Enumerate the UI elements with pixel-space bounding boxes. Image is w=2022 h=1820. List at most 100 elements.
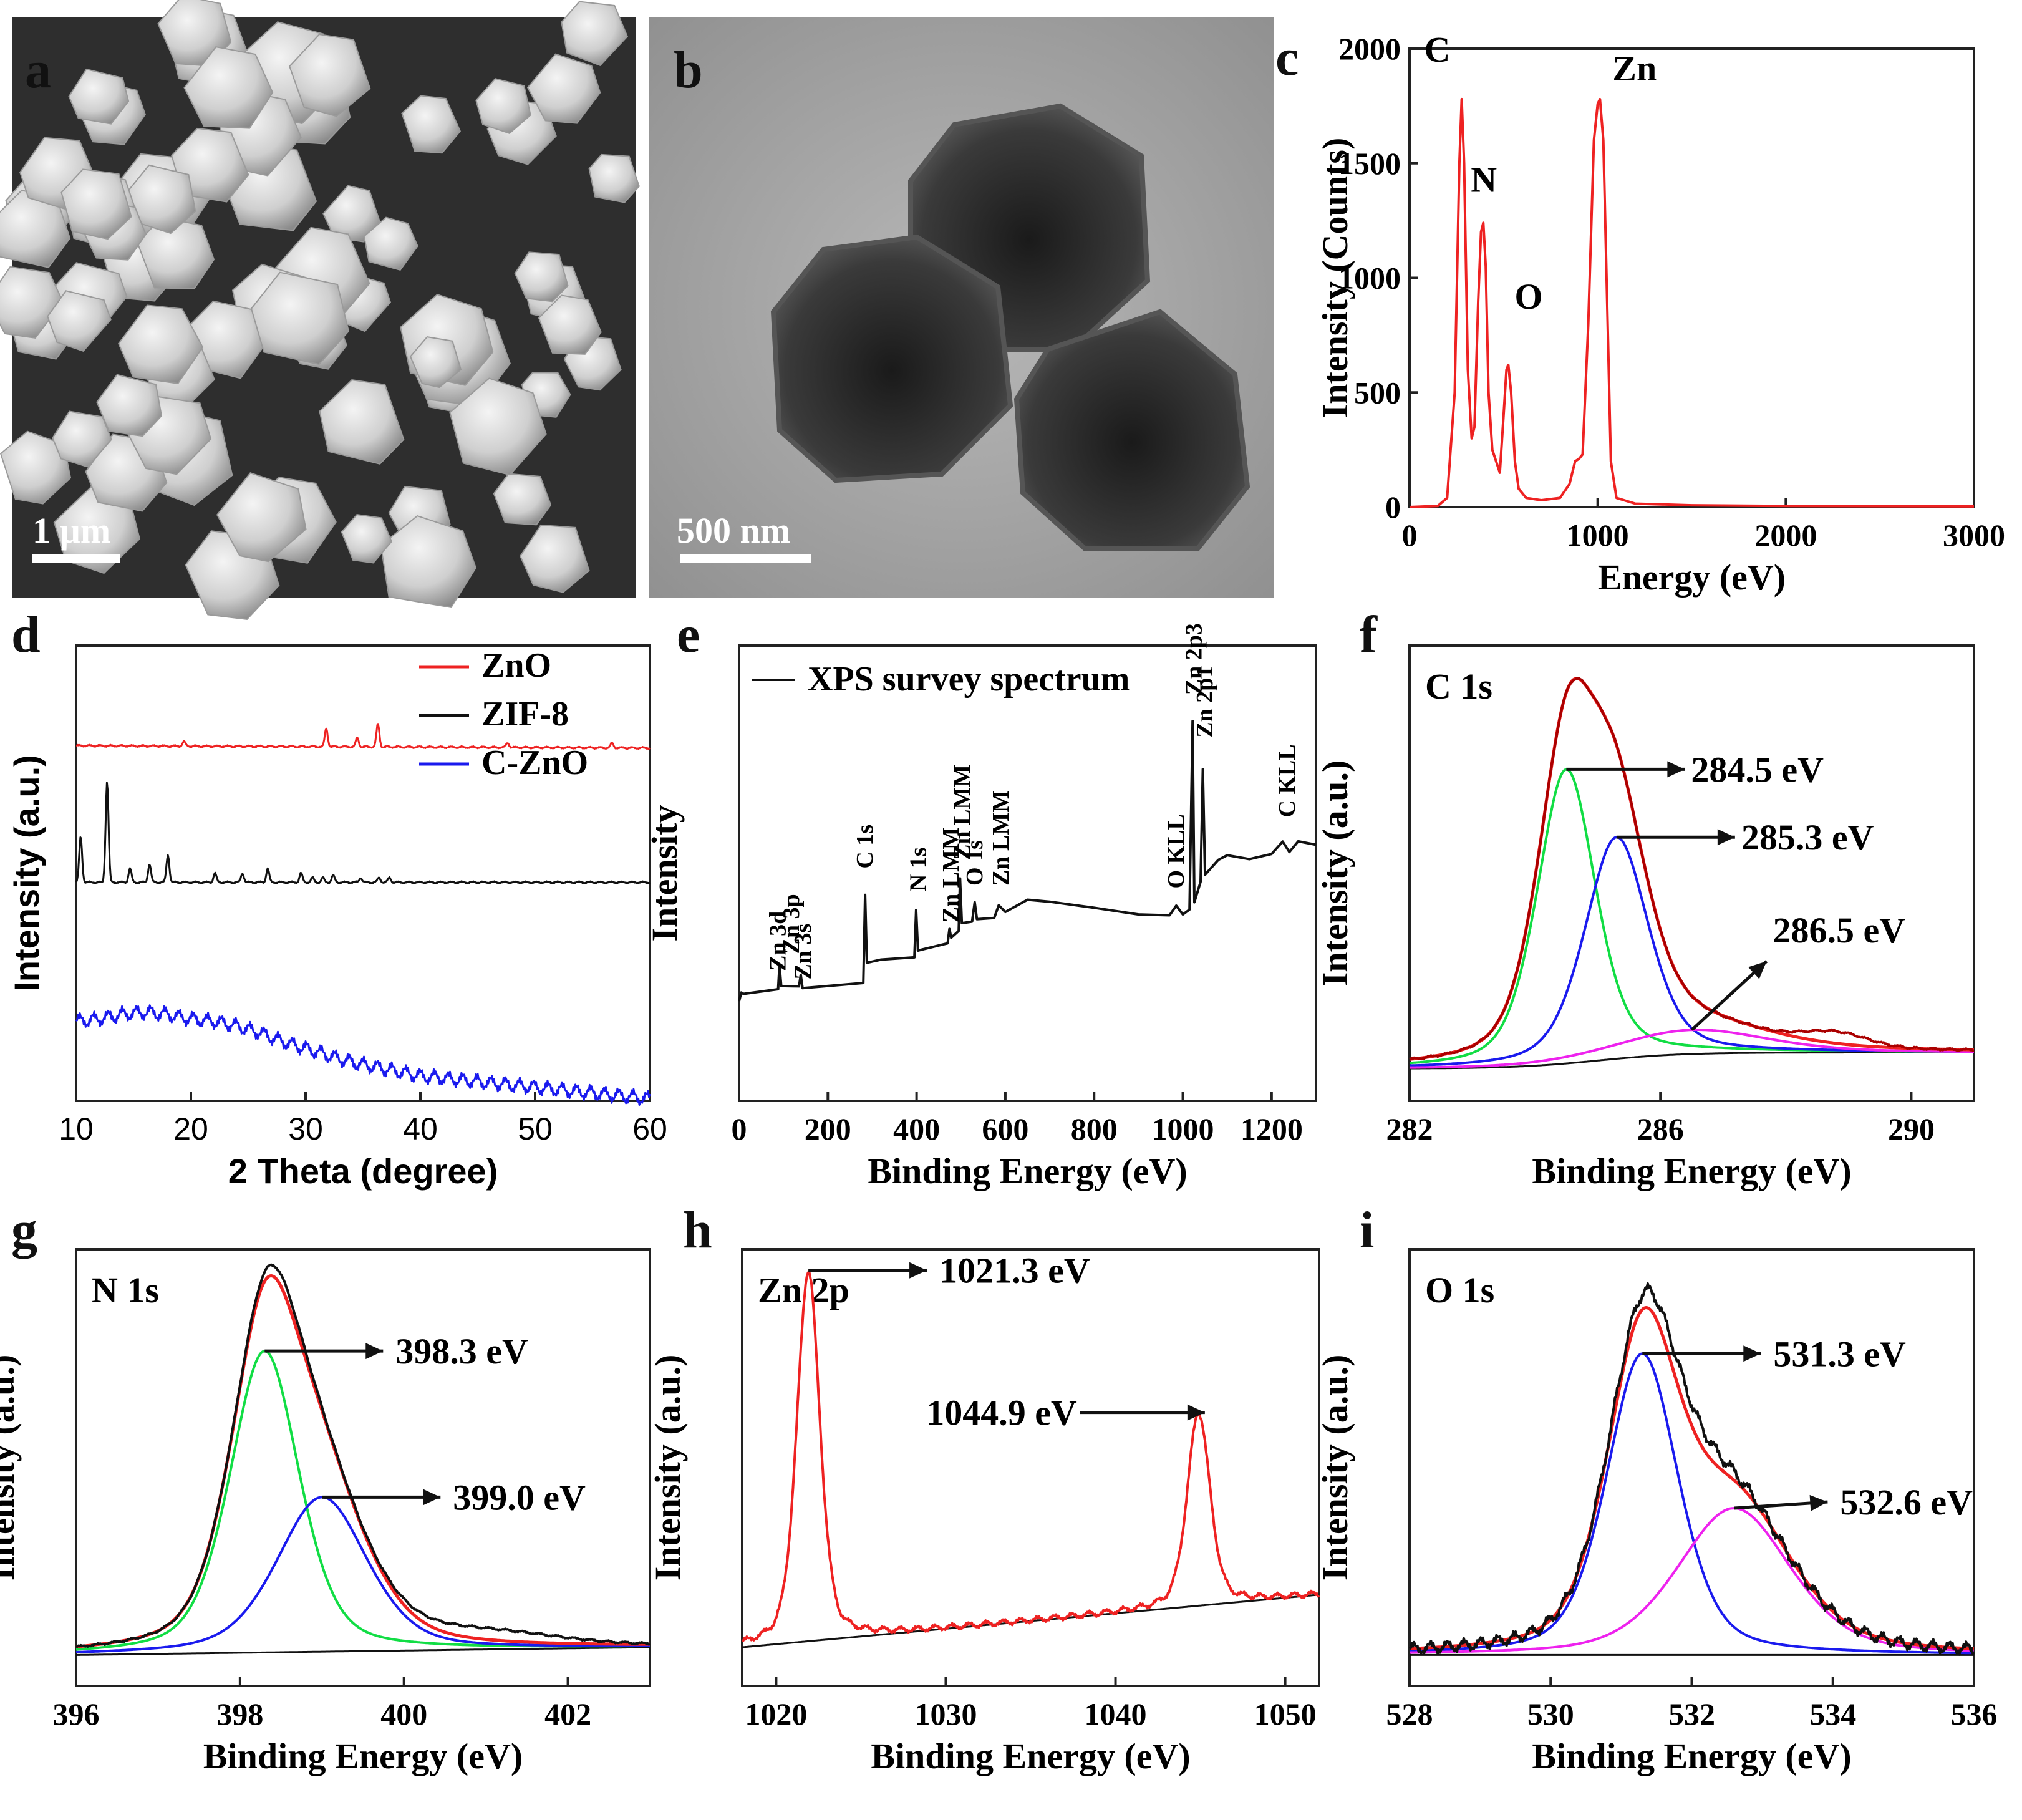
x-tick-label: 0: [1402, 518, 1418, 553]
y-axis-title: Intensity (a.u.): [0, 1355, 22, 1581]
sem-particle: [68, 68, 130, 125]
x-tick-label: 396: [53, 1697, 100, 1731]
scale-bar-b: [680, 554, 811, 563]
raw-spectrum-line: [75, 1263, 651, 1648]
x-tick-label: 2000: [1754, 518, 1817, 553]
plot-frame: [75, 644, 651, 1102]
panel-letter-b: b: [674, 41, 703, 99]
panel-letter-g: g: [11, 1201, 37, 1259]
x-axis-title: Binding Energy (eV): [203, 1736, 523, 1776]
peak-label: Zn LMM: [949, 765, 975, 860]
chart-g: g 396 398 400 402 Binding Energy (eV) Intensit…: [0, 1201, 651, 1776]
peak-label: O 1s: [962, 840, 988, 886]
sem-particle: [118, 304, 204, 384]
y-axis-title: Intensity (a.u.): [1315, 1355, 1355, 1581]
x-axis-title: Binding Energy (eV): [871, 1736, 1190, 1776]
annotation-arrowhead: [909, 1262, 927, 1279]
peak-energy-label: 286.5 eV: [1773, 910, 1906, 951]
eds-spectrum-line: [1409, 97, 1975, 508]
panel-letter-h: h: [683, 1201, 712, 1259]
peak-label: Zn 3p: [778, 894, 805, 954]
annotation-arrowhead: [1743, 1345, 1761, 1362]
panel-letter-f: f: [1360, 606, 1378, 664]
sem-particle: [401, 95, 461, 154]
x-tick-label: 0: [732, 1111, 747, 1146]
x-tick-label: 286: [1637, 1111, 1684, 1146]
xrd-series-ZIF-8: [75, 782, 651, 884]
x-tick-label: 1000: [1152, 1111, 1214, 1146]
peak-label: Zn 2p1: [1192, 666, 1218, 738]
x-tick-label: 20: [173, 1111, 208, 1146]
x-tick-label: 50: [518, 1111, 553, 1146]
peak-energy-label: 284.5 eV: [1691, 749, 1824, 790]
peak-label: Zn: [1612, 48, 1657, 89]
chart-f: f 282 286 290 Binding Energy (eV) Intensity (…: [1315, 606, 1975, 1191]
sem-particle: [588, 153, 640, 203]
raw-spectrum-line: [742, 1270, 1320, 1643]
sem-particle: [538, 294, 602, 355]
sem-particle: [171, 127, 249, 203]
annotation-arrowhead: [423, 1489, 441, 1506]
xrd-series-ZnO: [75, 723, 651, 750]
panel-letter-d: d: [11, 606, 41, 664]
peak-label: N 1s: [905, 847, 931, 891]
x-tick-label: 530: [1527, 1697, 1574, 1731]
peak-label: Zn 3d: [765, 911, 791, 971]
x-tick-label: 290: [1888, 1111, 1935, 1146]
sem-particle: [60, 168, 132, 240]
tem-particle-left: [770, 234, 1013, 483]
peak-energy-label: 531.3 eV: [1773, 1334, 1906, 1374]
panel-b-tem-image: b 500 nm: [649, 17, 1274, 598]
sem-particle: [52, 410, 112, 468]
panel-letter-i: i: [1360, 1201, 1374, 1259]
peak-label: C KLL: [1274, 744, 1300, 817]
fit-envelope-line: [75, 1274, 651, 1648]
x-tick-label: 1050: [1254, 1697, 1317, 1731]
background-line: [1410, 1052, 1974, 1070]
y-axis-title: Intensity (Counts): [1315, 138, 1355, 419]
x-tick-label: 1020: [745, 1697, 807, 1731]
sem-particle: [289, 34, 371, 117]
panel-letter-c: c: [1275, 29, 1299, 87]
sem-particle: [514, 251, 569, 303]
legend-label: ZnO: [481, 646, 551, 685]
chart-d: d 10 20 30 40 50 60 2 Theta (degree) Intensity (…: [7, 606, 667, 1191]
plot-frame: [1408, 1248, 1975, 1687]
x-tick-label: 400: [380, 1697, 427, 1731]
x-tick-label: 200: [805, 1111, 851, 1146]
x-tick-label: 800: [1071, 1111, 1118, 1146]
sem-particle: [47, 290, 112, 352]
panel-title: N 1s: [92, 1270, 159, 1310]
x-axis-title: Energy (eV): [1598, 557, 1786, 598]
y-tick-label: 500: [1354, 375, 1401, 410]
chart-e: e 0 200 400 600 800 1000 1200 Binding Energy (eV…: [644, 606, 1317, 1191]
chart-h: h 1020 1030 1040 1050 Binding Energy (eV) Inte…: [647, 1201, 1320, 1776]
annotation-arrowhead: [1748, 961, 1767, 979]
y-axis-title: Intensity (a.u.): [647, 1355, 688, 1581]
sem-particle: [250, 271, 349, 365]
annotation-arrowhead: [1667, 761, 1685, 778]
y-tick-label: 0: [1385, 490, 1401, 525]
y-tick-label: 1000: [1338, 261, 1401, 296]
y-axis-title: Intensity (a.u.): [7, 755, 46, 992]
panel-letter-a: a: [25, 41, 51, 99]
peak-energy-label: 532.6 eV: [1840, 1482, 1973, 1522]
x-tick-label: 600: [982, 1111, 1028, 1146]
sem-particle: [475, 78, 531, 135]
x-tick-label: 398: [216, 1697, 263, 1731]
peak-energy-label: 285.3 eV: [1741, 817, 1874, 858]
peak-energy-label: 1044.9 eV: [926, 1393, 1077, 1433]
chart-i: i 528 530 532 534 536 Binding Energy (eV) Inten…: [1315, 1201, 1998, 1776]
fit-envelope-line: [1409, 677, 1975, 1061]
sem-particles: [0, 0, 640, 620]
panel-a-sem-image: a 1 µm: [0, 0, 640, 620]
annotation-arrowhead: [1187, 1404, 1205, 1421]
sem-particle: [319, 379, 405, 465]
plot-frame: [1408, 644, 1975, 1102]
chart-c: c 0 1000 2000 3000 0 500 1000 1500 2000 Energy (eV…: [1275, 29, 2005, 598]
xrd-series-C-ZnO: [75, 1004, 651, 1106]
x-tick-label: 400: [893, 1111, 940, 1146]
x-tick-label: 10: [59, 1111, 94, 1146]
